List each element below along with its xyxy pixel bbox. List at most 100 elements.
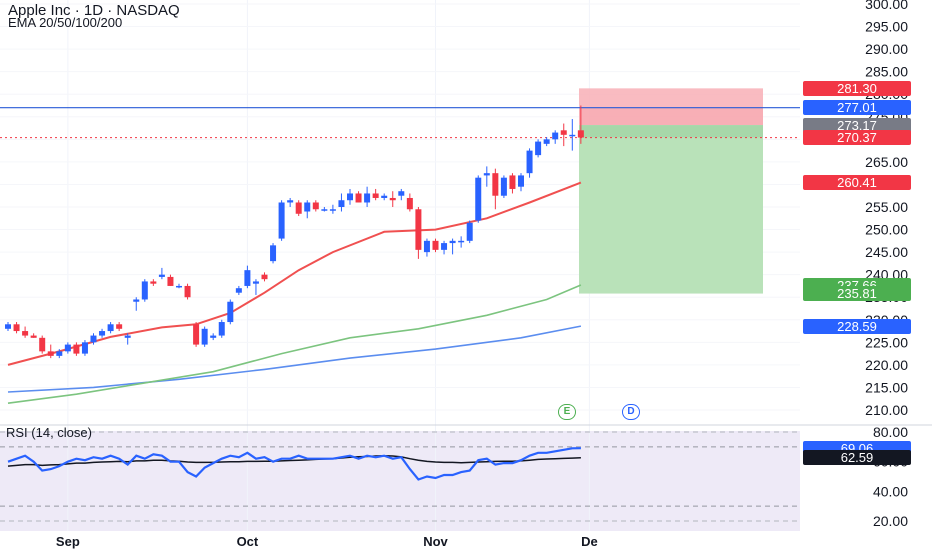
candle[interactable]: [201, 326, 208, 347]
candle-body[interactable]: [193, 324, 200, 345]
candle-body[interactable]: [90, 335, 97, 343]
candle[interactable]: [560, 123, 567, 147]
candle[interactable]: [355, 191, 362, 203]
candle-body[interactable]: [295, 202, 302, 214]
candle[interactable]: [13, 322, 20, 334]
candle[interactable]: [30, 333, 37, 338]
candle[interactable]: [210, 333, 217, 341]
candle-body[interactable]: [415, 209, 422, 250]
candle[interactable]: [158, 267, 165, 280]
candle-body[interactable]: [210, 335, 217, 338]
candle-body[interactable]: [338, 200, 345, 207]
candle[interactable]: [389, 191, 396, 207]
candle-body[interactable]: [107, 324, 114, 332]
candle-body[interactable]: [560, 130, 567, 135]
candle[interactable]: [381, 193, 388, 201]
candle[interactable]: [432, 238, 439, 253]
candle-body[interactable]: [261, 274, 268, 280]
candle[interactable]: [509, 173, 516, 194]
rsi-indicator-label[interactable]: RSI (14, close): [6, 425, 92, 440]
candle-body[interactable]: [47, 351, 54, 356]
candle-body[interactable]: [64, 344, 71, 352]
candle-body[interactable]: [81, 342, 88, 354]
candle[interactable]: [176, 283, 182, 289]
candle-body[interactable]: [124, 335, 131, 338]
candle[interactable]: [526, 148, 533, 178]
candle-body[interactable]: [372, 193, 379, 198]
candle[interactable]: [312, 200, 319, 212]
candle-body[interactable]: [235, 288, 242, 293]
candle[interactable]: [372, 188, 379, 201]
candle[interactable]: [458, 236, 465, 248]
candle[interactable]: [338, 193, 345, 212]
candle[interactable]: [500, 175, 507, 198]
candle-body[interactable]: [329, 209, 336, 211]
candle-body[interactable]: [270, 245, 277, 262]
candle-body[interactable]: [577, 130, 584, 138]
candle[interactable]: [252, 279, 259, 295]
candle[interactable]: [406, 193, 413, 212]
candle[interactable]: [99, 328, 106, 338]
candle[interactable]: [449, 238, 456, 255]
candle-body[interactable]: [441, 243, 448, 250]
candle-body[interactable]: [569, 134, 576, 137]
candle[interactable]: [577, 105, 584, 144]
candle-body[interactable]: [458, 240, 465, 243]
candle-body[interactable]: [312, 202, 319, 210]
candle-body[interactable]: [304, 202, 311, 212]
candle-body[interactable]: [201, 328, 208, 345]
candle-body[interactable]: [227, 301, 234, 323]
candle[interactable]: [543, 137, 550, 147]
candle-body[interactable]: [287, 200, 294, 203]
candle[interactable]: [133, 297, 140, 311]
candle-body[interactable]: [39, 337, 46, 352]
candle[interactable]: [552, 130, 559, 144]
candle-body[interactable]: [321, 209, 328, 211]
candle-body[interactable]: [73, 344, 80, 354]
candle[interactable]: [218, 319, 225, 338]
candle-body[interactable]: [150, 281, 157, 284]
candle[interactable]: [150, 279, 157, 286]
candle-body[interactable]: [389, 197, 396, 201]
dividend-event-icon[interactable]: D: [622, 404, 640, 420]
candle[interactable]: [116, 322, 123, 332]
candle-body[interactable]: [543, 139, 550, 144]
candle-body[interactable]: [432, 240, 439, 250]
candle-body[interactable]: [244, 270, 251, 286]
candle-body[interactable]: [13, 324, 20, 332]
ema-indicator-label[interactable]: EMA 20/50/100/200: [8, 15, 123, 30]
earnings-event-icon[interactable]: E: [558, 404, 576, 420]
candle[interactable]: [347, 188, 353, 205]
candle[interactable]: [321, 207, 328, 212]
candle[interactable]: [535, 139, 542, 158]
candle-body[interactable]: [475, 177, 482, 221]
candle-body[interactable]: [176, 285, 182, 288]
candle[interactable]: [304, 200, 311, 219]
candle-body[interactable]: [535, 141, 542, 156]
candle[interactable]: [483, 166, 490, 187]
candle-body[interactable]: [141, 281, 148, 300]
candle-body[interactable]: [99, 331, 106, 336]
candle[interactable]: [22, 326, 29, 338]
candle[interactable]: [39, 335, 46, 354]
candle-body[interactable]: [22, 331, 29, 336]
candle-body[interactable]: [466, 222, 473, 241]
candle-body[interactable]: [381, 195, 388, 198]
candle[interactable]: [287, 197, 294, 207]
candle-body[interactable]: [56, 351, 63, 356]
candle-body[interactable]: [167, 276, 174, 286]
candle[interactable]: [184, 283, 191, 300]
candle[interactable]: [518, 173, 524, 192]
candle-body[interactable]: [552, 132, 559, 140]
candle[interactable]: [90, 333, 97, 345]
candle-body[interactable]: [184, 285, 191, 298]
stop-loss-zone[interactable]: [579, 88, 763, 108]
profit-target-zone[interactable]: [579, 137, 763, 294]
candle[interactable]: [5, 322, 11, 332]
candle[interactable]: [244, 265, 251, 289]
candle[interactable]: [235, 285, 242, 295]
candle-body[interactable]: [500, 177, 507, 196]
entry-risk-zone[interactable]: [579, 107, 763, 126]
candle[interactable]: [261, 272, 268, 282]
